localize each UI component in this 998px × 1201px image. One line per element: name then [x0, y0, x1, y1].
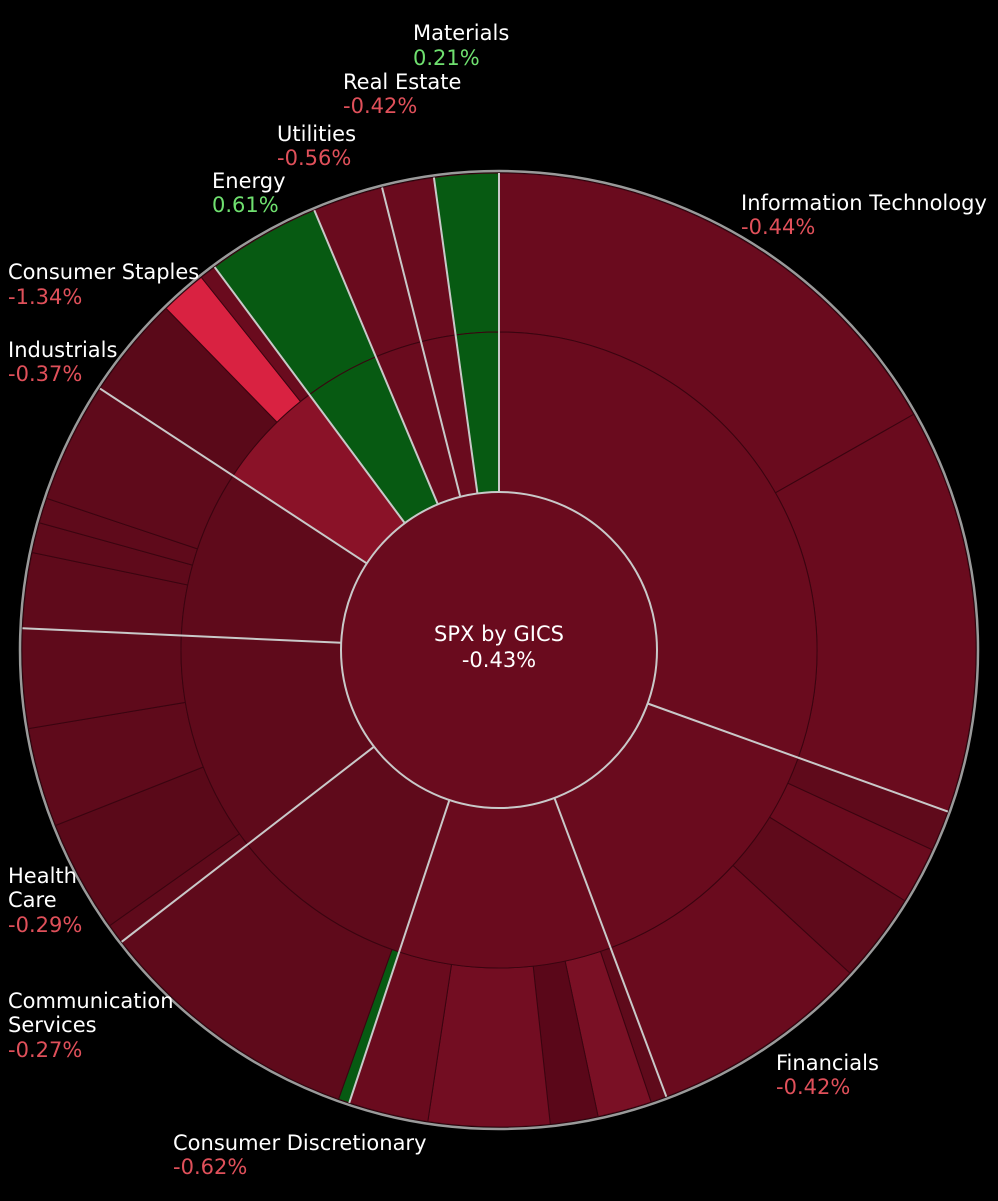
outer-boundary [18, 169, 980, 1131]
label-consumer-staples: Consumer Staples [8, 260, 200, 284]
pct-consumer-staples: -1.34% [8, 285, 83, 309]
pct-consumer-discretionary: -0.62% [173, 1155, 248, 1179]
label-information-technology: Information Technology [741, 191, 987, 215]
center-value: -0.43% [461, 648, 537, 672]
pct-real-estate: -0.42% [343, 94, 418, 118]
label-communication-services: Communication Services [8, 989, 174, 1037]
label-consumer-discretionary: Consumer Discretionary [173, 1131, 427, 1155]
pct-energy: 0.61% [212, 193, 279, 217]
middle-ring [180, 331, 818, 969]
label-industrials: Industrials [8, 338, 118, 362]
pct-industrials: -0.37% [8, 362, 83, 386]
label-energy: Energy [212, 169, 286, 193]
separator-utilities [313, 209, 439, 505]
center-disc [340, 491, 658, 809]
label-financials: Financials [776, 1051, 879, 1075]
separator-consumer-discretionary [553, 797, 668, 1098]
separator-financials [647, 702, 949, 813]
label-utilities: Utilities [277, 122, 357, 146]
sector-separators [22, 173, 949, 1104]
separator-real-estate [381, 187, 462, 498]
label-materials: Materials [413, 21, 510, 45]
label-real-estate: Real Estate [343, 70, 462, 94]
pct-health-care: -0.29% [8, 913, 83, 937]
separator-communication-services [348, 799, 451, 1104]
pct-utilities: -0.56% [277, 146, 352, 170]
outer-ring [21, 172, 977, 1128]
label-health-care: Health Care [8, 864, 77, 912]
pct-communication-services: -0.27% [8, 1038, 83, 1062]
pct-financials: -0.42% [776, 1075, 851, 1099]
pct-information-technology: -0.44% [741, 215, 816, 239]
center-title: SPX by GICS [434, 622, 564, 646]
separator-health-care [121, 745, 375, 943]
pct-materials: 0.21% [413, 46, 480, 70]
separator-energy [213, 266, 406, 524]
separator-industrials [22, 627, 342, 644]
separator-materials [432, 177, 479, 494]
separator-consumer-staples [99, 387, 368, 565]
